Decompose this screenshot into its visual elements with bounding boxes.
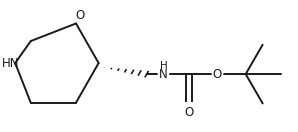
Text: O: O [75,9,84,22]
Text: H: H [160,61,167,71]
Text: O: O [213,68,222,81]
Text: N: N [159,68,168,81]
Text: O: O [184,106,194,119]
Text: HN: HN [2,57,20,70]
